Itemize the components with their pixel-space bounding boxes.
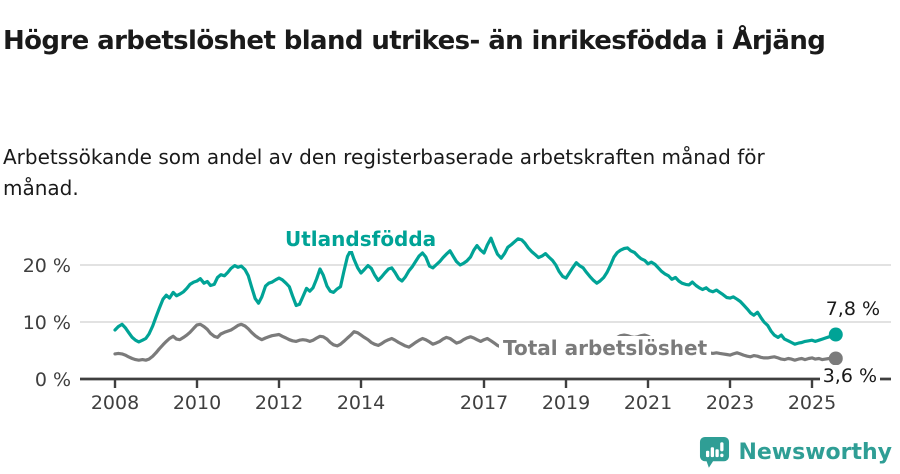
footer-brand: Newsworthy bbox=[699, 436, 892, 469]
newsworthy-logo-icon bbox=[700, 437, 730, 468]
y-tick-label-20: 20 % bbox=[23, 255, 71, 277]
series-end-dot-0 bbox=[828, 327, 843, 342]
end-value-label-total: 3,6 % bbox=[819, 365, 880, 387]
x-tick-label-2021: 2021 bbox=[624, 392, 672, 414]
footer-brand-name: Newsworthy bbox=[738, 440, 892, 465]
series-label-utlandsfodda: Utlandsfödda bbox=[281, 227, 441, 251]
x-tick-label-2010: 2010 bbox=[173, 392, 221, 414]
series-end-dot-1 bbox=[828, 351, 843, 366]
x-tick-label-2017: 2017 bbox=[460, 392, 508, 414]
x-tick-label-2019: 2019 bbox=[542, 392, 590, 414]
x-tick-label-2025: 2025 bbox=[788, 392, 836, 414]
x-tick-label-2012: 2012 bbox=[255, 392, 303, 414]
y-tick-label-0: 0 % bbox=[35, 369, 71, 391]
y-tick-label-10: 10 % bbox=[23, 312, 71, 334]
series-line-0 bbox=[113, 236, 838, 346]
x-tick-label-2023: 2023 bbox=[706, 392, 754, 414]
chart-subtitle: Arbetssökande som andel av den registerb… bbox=[3, 145, 765, 200]
x-tick-label-2008: 2008 bbox=[91, 392, 139, 414]
chart-title: Högre arbetslöshet bland utrikes- än inr… bbox=[3, 26, 826, 57]
series-line-1 bbox=[113, 322, 838, 362]
x-tick-label-2014: 2014 bbox=[337, 392, 385, 414]
end-value-label-utlandsfodda: 7,8 % bbox=[825, 298, 880, 320]
series-label-total-arbetsloshet: Total arbetslöshet bbox=[499, 336, 712, 360]
